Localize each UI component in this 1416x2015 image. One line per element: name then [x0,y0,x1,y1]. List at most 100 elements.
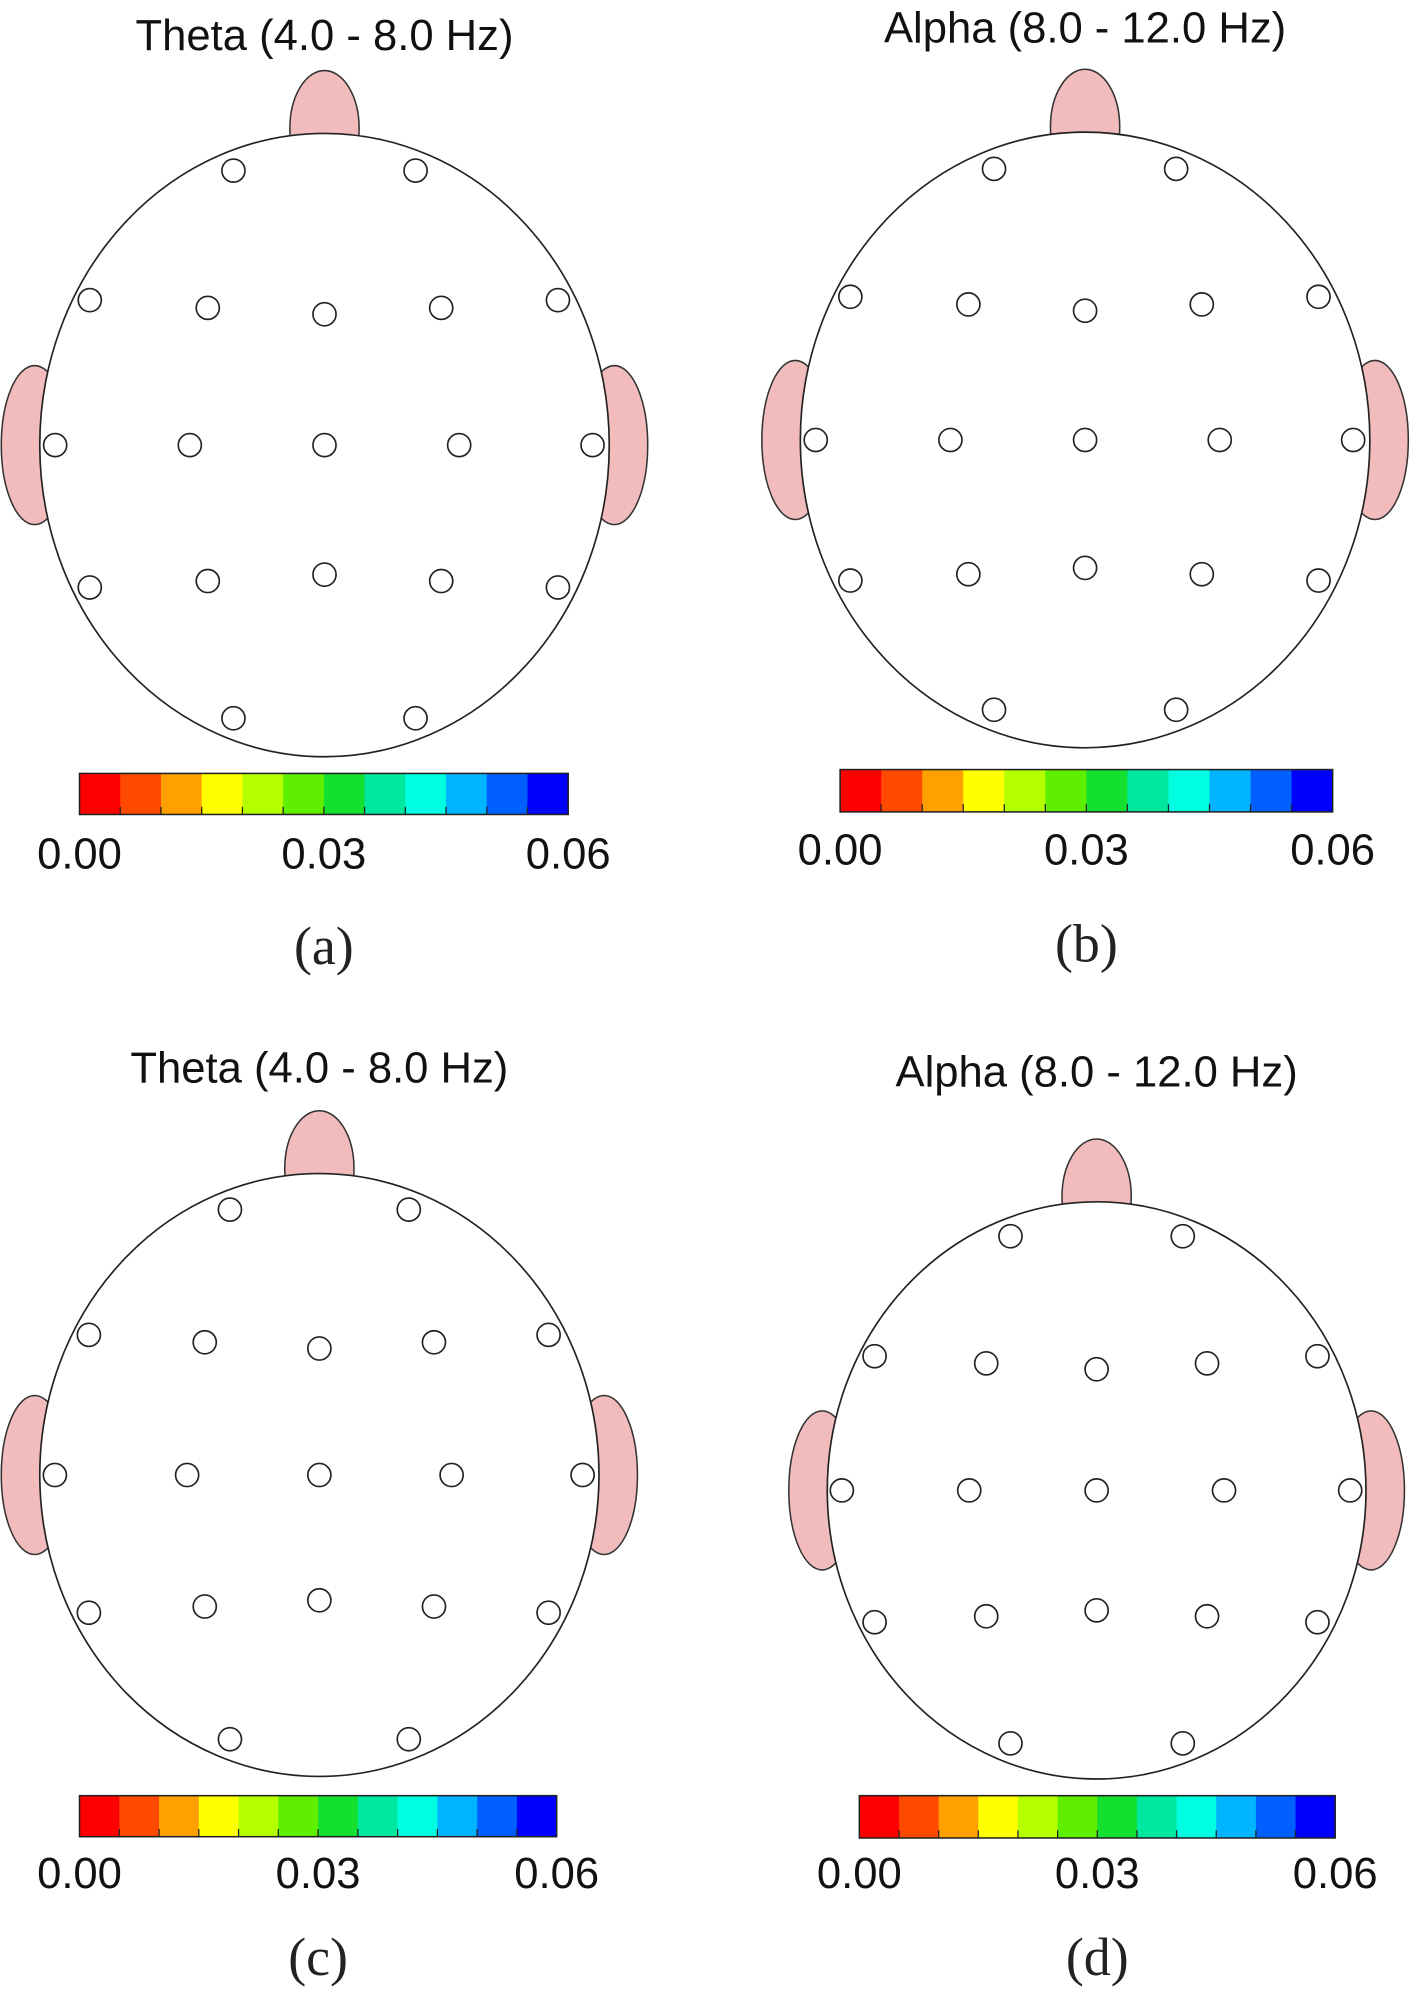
colorbar-tick-label: 0.06 [1290,826,1375,874]
electrode [981,156,1007,182]
colorbar-tick-label: 0.03 [1044,826,1129,874]
electrode [396,1726,422,1752]
colorbar-cell [119,1795,160,1837]
panel-label: (d) [1066,1927,1129,1987]
electrode [1305,1343,1330,1369]
colorbar-cell [881,769,923,812]
head-outline [38,132,611,758]
electrode [306,1336,332,1361]
electrode [938,427,963,453]
electrode [1072,298,1098,324]
electrode [192,1329,218,1355]
electrode [428,295,454,321]
colorbar-cell [1216,1795,1257,1838]
electrode [221,705,246,731]
electrode [536,1600,561,1626]
colorbar-cell [978,1795,1019,1838]
colorbar-cell [1168,769,1210,812]
electrode [955,292,981,317]
colorbar-tick-label: 0.00 [817,1850,902,1898]
colorbar-cell [963,769,1005,812]
colorbar-tick-label: 0.00 [37,830,122,878]
colorbar-tick-label: 0.03 [281,830,366,878]
colorbar-cell [198,1795,239,1837]
electrode [428,568,454,594]
colorbar-cell [120,773,162,815]
electrode [955,561,981,587]
electrode [545,287,571,313]
colorbar-cell [446,773,488,815]
electrode [1084,1478,1110,1503]
electrode [862,1343,887,1369]
colorbar-tick-label: 0.06 [514,1850,599,1898]
colorbar-cell [357,1795,398,1837]
electrode [217,1197,243,1222]
colorbar-cell [283,773,325,815]
electrode [1163,156,1189,182]
electrode [580,432,605,458]
electrode [862,1609,887,1635]
electrode [1306,568,1331,593]
electrode [1163,697,1189,723]
colorbar-cell [1255,1795,1296,1838]
head-outline [799,131,1371,749]
electrode [1211,1478,1237,1503]
colorbar-cell [1045,769,1087,812]
colorbar-cell [1086,769,1128,812]
colorbar-tick-label: 0.06 [1293,1850,1378,1898]
colorbar-cell [1136,1795,1177,1838]
colorbar-cell [1250,769,1292,812]
panel: Theta (4.0 - 8.0 Hz) 0.00 0.03 0.06 (c) [0,1045,639,1987]
electrode [76,1600,102,1626]
panel-title: Alpha (8.0 - 12.0 Hz) [884,4,1286,52]
colorbar-cell [1295,1795,1336,1838]
colorbar-cell [899,1795,940,1838]
electrode [306,1462,332,1488]
electrode [1084,1356,1110,1382]
electrode [195,568,221,594]
electrode [403,158,428,183]
colorbar-cell [1017,1795,1059,1838]
electrode [998,1223,1023,1249]
electrode [1194,1603,1220,1629]
electrode [803,427,829,453]
colorbar-cell [1004,769,1046,812]
colorbar-cell [318,1795,359,1837]
electrode [396,1197,422,1222]
electrode [1170,1730,1196,1756]
colorbar-cell [79,773,121,815]
electrode [77,287,103,313]
colorbar-cell [922,769,964,812]
electrode [973,1603,999,1629]
electrode [306,1587,332,1613]
electrode [312,301,337,327]
electrode [1170,1223,1196,1249]
electrode [192,1594,218,1619]
electrode [837,568,863,593]
electrode [195,295,221,321]
colorbar-cell [938,1795,979,1838]
electrode [837,284,863,310]
panel: Alpha (8.0 - 12.0 Hz) 0.00 0.03 0.06 (d) [788,1048,1406,1987]
electrode [570,1462,595,1488]
colorbar-cell [238,1795,279,1837]
electrode [545,575,571,600]
electrode [312,432,337,458]
electrode [973,1350,999,1376]
colorbar-cell [1127,769,1169,812]
electrode [1337,1478,1363,1503]
panel: Alpha (8.0 - 12.0 Hz) 0.00 0.03 0.06 (b) [761,4,1410,974]
panel-label: (a) [294,916,354,976]
colorbar-cell [405,773,447,815]
electrode [439,1462,464,1488]
electrode [1084,1597,1110,1623]
colorbar-cell [79,1795,120,1837]
electrode [421,1329,447,1355]
electrode [1189,292,1215,317]
colorbar-cell [160,773,203,815]
panel-title: Theta (4.0 - 8.0 Hz) [130,1045,508,1093]
electrode [536,1322,561,1348]
colorbar-cell [278,1795,319,1837]
colorbar-tick-label: 0.06 [526,830,611,878]
